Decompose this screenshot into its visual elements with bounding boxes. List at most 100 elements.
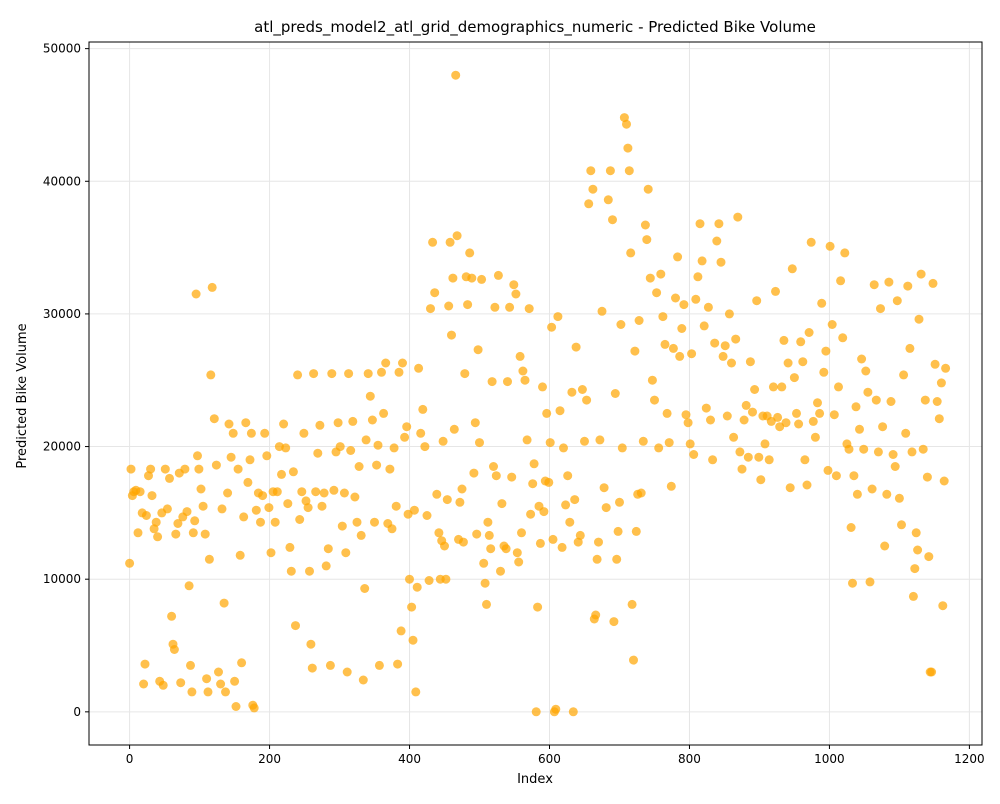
data-point [594, 537, 603, 547]
data-point [151, 517, 161, 527]
data-point [624, 166, 634, 176]
data-point [819, 367, 829, 377]
data-point [565, 517, 575, 527]
data-point [203, 687, 213, 697]
data-point [407, 602, 417, 612]
data-point [465, 248, 475, 258]
data-point [928, 278, 938, 288]
data-point [202, 674, 212, 684]
data-point [522, 435, 532, 445]
data-point [601, 503, 611, 513]
data-point [752, 296, 762, 306]
data-point [542, 408, 552, 418]
data-point [160, 464, 170, 474]
data-point [381, 358, 391, 368]
data-point [169, 645, 179, 654]
data-point [810, 432, 820, 442]
data-point [941, 363, 951, 373]
data-point [863, 387, 873, 397]
data-point [789, 373, 799, 383]
data-point [857, 354, 867, 364]
data-point [796, 337, 806, 347]
data-point [652, 288, 662, 298]
data-point [764, 455, 774, 465]
data-point [258, 491, 268, 501]
data-point [547, 322, 557, 332]
data-point [447, 330, 456, 340]
data-point [848, 578, 857, 588]
data-point [277, 469, 286, 479]
data-point [206, 370, 216, 380]
data-point [603, 195, 613, 205]
y-tick-label: 20000 [43, 440, 81, 454]
data-point [849, 471, 859, 481]
data-point [377, 367, 386, 377]
data-point [905, 343, 915, 353]
data-point [428, 237, 438, 247]
data-point [567, 387, 577, 397]
data-point [135, 487, 145, 497]
data-point [226, 452, 236, 462]
data-point [913, 545, 923, 555]
data-point [497, 499, 507, 509]
data-point [609, 617, 619, 627]
data-point [908, 591, 918, 601]
data-point [897, 520, 906, 530]
data-point [699, 321, 709, 331]
data-point [256, 517, 265, 527]
data-point [622, 119, 631, 129]
data-point [785, 483, 795, 493]
data-point [533, 602, 543, 612]
data-point [370, 517, 379, 527]
data-point [147, 491, 157, 501]
data-point [627, 599, 637, 609]
data-point [654, 443, 664, 453]
data-point [507, 472, 517, 482]
data-point [623, 143, 633, 153]
data-point [727, 358, 736, 368]
data-point [693, 272, 703, 282]
data-point [629, 655, 638, 665]
data-point [416, 428, 426, 438]
data-point [188, 528, 198, 538]
data-point [193, 451, 202, 461]
data-point [748, 407, 757, 417]
data-point [794, 419, 804, 429]
data-point [768, 382, 778, 392]
data-point [448, 273, 458, 283]
data-point [861, 366, 871, 376]
data-point [673, 252, 683, 262]
data-point [617, 443, 627, 453]
data-point [315, 420, 325, 430]
data-point [191, 289, 201, 299]
data-point [754, 452, 764, 462]
data-point [126, 464, 136, 474]
data-point [662, 408, 672, 418]
data-point [305, 566, 314, 576]
data-point [352, 517, 362, 527]
data-point [339, 488, 349, 498]
data-point [412, 582, 422, 592]
data-point [409, 505, 419, 515]
data-point [237, 658, 247, 668]
data-point [714, 219, 724, 229]
data-point [211, 460, 221, 470]
data-point [186, 660, 195, 670]
data-point [475, 438, 484, 448]
data-point [760, 439, 770, 449]
data-point [813, 398, 822, 408]
data-point [638, 436, 648, 446]
data-point [781, 418, 791, 428]
data-point [391, 501, 401, 511]
data-point [266, 548, 276, 558]
data-point [146, 464, 156, 474]
data-point [675, 351, 685, 361]
data-point [827, 320, 837, 329]
data-point [640, 220, 650, 230]
y-axis-label: Predicted Bike Volume [15, 323, 30, 468]
x-tick-label: 400 [398, 752, 421, 766]
data-point [701, 403, 711, 413]
data-point [196, 484, 206, 494]
data-point [313, 448, 323, 458]
